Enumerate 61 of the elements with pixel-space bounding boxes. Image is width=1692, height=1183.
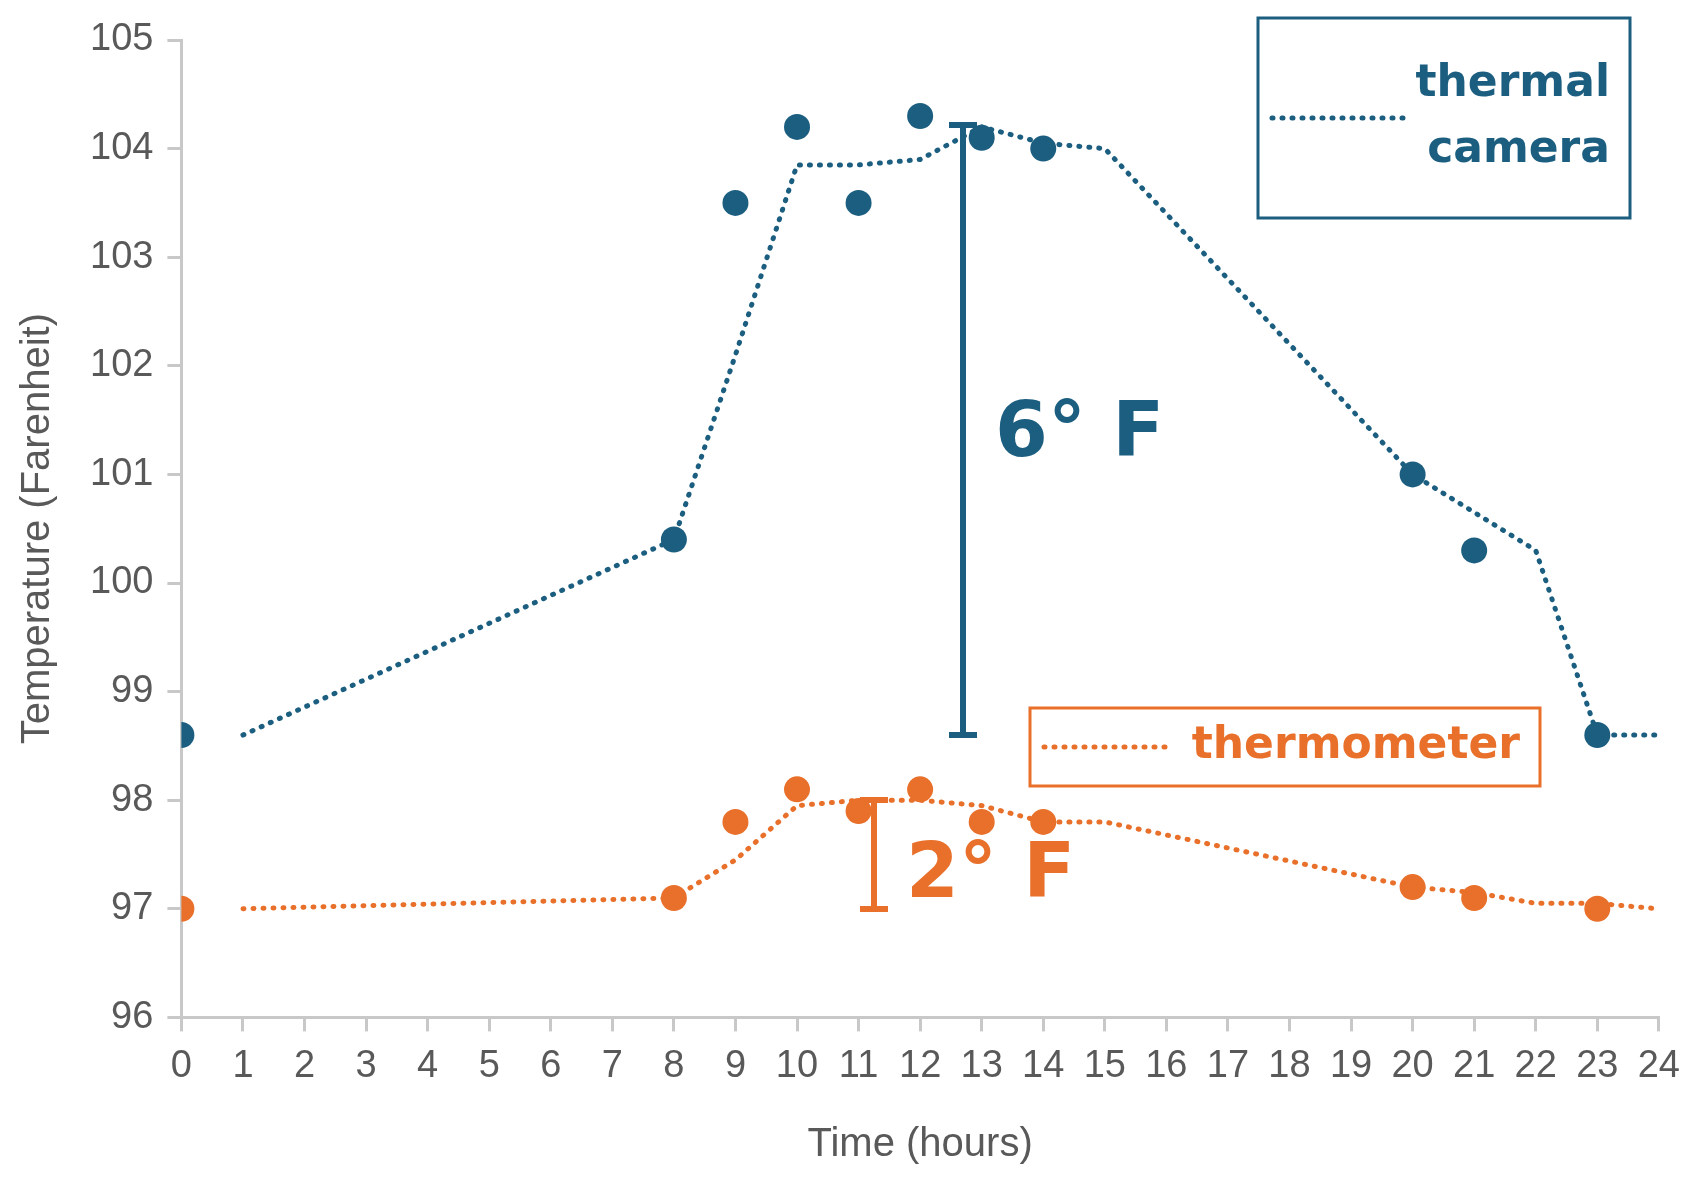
y-tick-label: 103	[90, 233, 154, 276]
x-tick-label: 8	[663, 1042, 685, 1085]
x-tick-label: 20	[1391, 1042, 1434, 1085]
x-tick-label: 12	[898, 1042, 942, 1085]
y-axis-title: Temperature (Farenheit)	[13, 313, 58, 745]
x-tick-label: 22	[1514, 1042, 1557, 1085]
x-axis-title: Time (hours)	[807, 1120, 1033, 1165]
x-tick-label: 11	[838, 1042, 879, 1085]
point	[845, 189, 872, 216]
y-tick-label: 99	[111, 668, 154, 711]
x-tick-label: 1	[232, 1042, 254, 1085]
legend-label: thermometer	[1191, 717, 1521, 769]
point	[722, 808, 749, 835]
annotation: 6° F	[995, 384, 1165, 474]
y-tick-label: 98	[111, 776, 154, 819]
y-tick-label: 97	[111, 885, 154, 928]
point	[845, 798, 872, 825]
point	[907, 103, 934, 130]
point	[1584, 895, 1611, 922]
x-tick-label: 14	[1022, 1042, 1065, 1085]
x-tick-label: 2	[293, 1042, 316, 1085]
point	[968, 808, 995, 835]
point	[1399, 874, 1426, 901]
point	[1584, 722, 1611, 749]
x-tick-label: 19	[1329, 1042, 1373, 1085]
x-tick-label: 4	[417, 1042, 439, 1085]
annotation: 2° F	[906, 825, 1076, 915]
y-tick-label: 104	[90, 125, 154, 168]
x-tick-label: 5	[478, 1042, 500, 1085]
point	[660, 884, 687, 911]
x-tick-label: 23	[1576, 1042, 1619, 1085]
y-tick-label: 105	[90, 16, 154, 59]
point	[1030, 808, 1057, 835]
x-tick-label: 6	[540, 1042, 562, 1085]
point	[784, 113, 811, 140]
x-tick-label: 18	[1268, 1042, 1311, 1085]
point	[1030, 135, 1057, 162]
y-tick-label: 100	[90, 559, 154, 602]
y-tick-label: 101	[90, 450, 154, 493]
x-tick-label: 9	[724, 1042, 747, 1085]
x-tick-label: 10	[775, 1042, 819, 1085]
point	[1461, 537, 1488, 564]
point	[1461, 884, 1488, 911]
point	[1399, 461, 1426, 488]
point	[660, 526, 687, 553]
point	[968, 124, 995, 151]
point	[722, 189, 749, 216]
x-tick-label: 24	[1637, 1042, 1681, 1085]
y-tick-label: 96	[111, 993, 154, 1036]
x-tick-label: 0	[170, 1042, 192, 1085]
x-tick-label: 16	[1145, 1042, 1188, 1085]
x-tick-label: 17	[1206, 1042, 1250, 1085]
point	[784, 776, 811, 803]
x-tick-label: 15	[1083, 1042, 1126, 1085]
x-tick-label: 13	[960, 1042, 1003, 1085]
y-tick-label: 102	[90, 342, 154, 385]
legend-label: thermal camera	[1415, 55, 1610, 173]
x-tick-label: 7	[601, 1042, 623, 1085]
x-tick-label: 3	[355, 1042, 377, 1085]
point	[907, 776, 934, 803]
x-tick-label: 21	[1453, 1042, 1496, 1085]
